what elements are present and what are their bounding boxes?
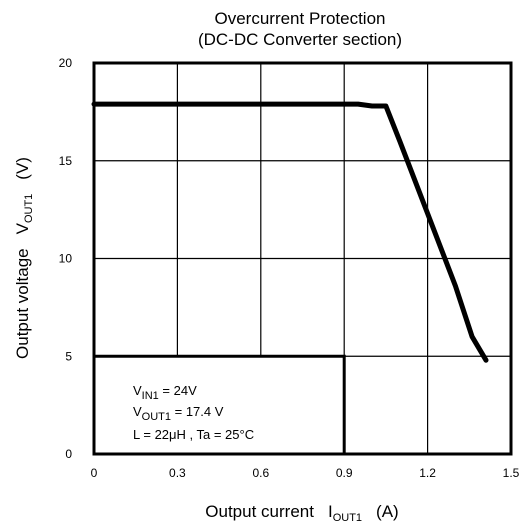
y-tick-label: 10	[59, 252, 73, 266]
chart-subtitle: (DC-DC Converter section)	[198, 30, 402, 49]
y-tick-label: 5	[65, 349, 72, 363]
x-axis-label: Output current IOUT1 (A)	[205, 502, 398, 524]
x-tick-label: 1.2	[419, 466, 436, 480]
y-tick-label: 20	[59, 56, 73, 70]
tick-labels: 0 0.3 0.6 0.9 1.2 1.5 0 5 10 15 20	[59, 56, 519, 480]
condition-vin: VIN1 = 24V	[133, 383, 197, 402]
y-tick-label: 0	[65, 447, 72, 461]
conditions-box-frame	[92, 354, 346, 456]
condition-l-ta: L = 22μH , Ta = 25°C	[133, 427, 254, 442]
series-line	[91, 101, 489, 363]
conditions-box: VIN1 = 24V VOUT1 = 17.4 V L = 22μH , Ta …	[92, 354, 346, 456]
condition-vout: VOUT1 = 17.4 V	[133, 404, 224, 423]
y-axis-label: Output voltageVOUT1(V)	[13, 157, 35, 359]
x-tick-label: 0.9	[336, 466, 353, 480]
x-tick-label: 0.3	[169, 466, 186, 480]
x-tick-label: 0	[91, 466, 98, 480]
y-tick-label: 15	[59, 154, 73, 168]
x-tick-label: 1.5	[503, 466, 519, 480]
x-tick-label: 0.6	[252, 466, 269, 480]
chart-title: Overcurrent Protection	[214, 9, 385, 28]
